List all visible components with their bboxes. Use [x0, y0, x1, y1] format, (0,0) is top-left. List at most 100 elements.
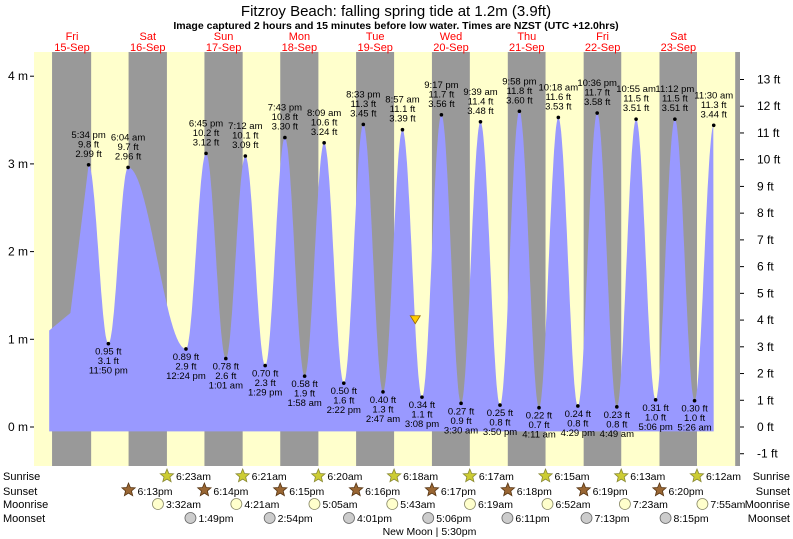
- low-tide-time: 4:49 am: [600, 429, 634, 440]
- high-tide-point: [204, 151, 208, 156]
- sunrise-time: 6:15am: [555, 471, 590, 483]
- high-tide-height: 3.30 ft: [272, 122, 299, 133]
- moonset-time: 2:54pm: [278, 513, 313, 525]
- date-label-5: 20-Sep: [433, 42, 468, 54]
- moonset-icon: [659, 512, 672, 524]
- high-tide-time: 7:43 pm: [268, 103, 302, 114]
- moonrise-icon: [696, 498, 709, 510]
- low-tide-time: 5:06 pm: [638, 422, 672, 433]
- high-tide-time: 11:30 am: [694, 90, 733, 101]
- high-tide-time: 9:58 pm: [502, 76, 536, 87]
- low-tide-time: 3:08 pm: [405, 419, 439, 430]
- low-tide-point: [341, 381, 346, 385]
- sunrise-icon: [386, 467, 402, 483]
- sunset-time: 6:15pm: [289, 486, 324, 498]
- high-tide-point: [86, 162, 91, 167]
- high-tide-time: 6:45 pm: [189, 118, 223, 129]
- y-tick-label-ft: 11 ft: [757, 126, 780, 140]
- high-tide-ft: 11.5 ft: [623, 94, 649, 105]
- moonrise-icon: [230, 498, 243, 510]
- high-tide-ft: 9.7 ft: [118, 142, 139, 153]
- day-label-2: Sun: [214, 31, 234, 43]
- row-label-sunset-left: Sunset: [3, 486, 37, 498]
- low-tide-point: [302, 374, 307, 378]
- y-tick-label-ft: 7 ft: [757, 233, 774, 247]
- low-tide-height: 0.70 ft: [252, 369, 279, 380]
- sunset-icon: [575, 481, 592, 497]
- night-band: [735, 52, 740, 466]
- low-tide-time: 1:58 am: [287, 398, 321, 409]
- date-label-8: 23-Sep: [661, 42, 696, 54]
- high-tide-ft: 11.1 ft: [390, 104, 416, 115]
- high-tide-height: 2.99 ft: [75, 149, 102, 160]
- low-tide-ft: 0.7 ft: [528, 420, 549, 431]
- y-tick-label-ft: 3 ft: [757, 340, 774, 354]
- low-tide-height: 0.58 ft: [291, 379, 318, 390]
- low-tide-point: [498, 403, 502, 407]
- sunset-time: 6:19pm: [593, 486, 628, 498]
- high-tide-point: [711, 123, 716, 128]
- low-tide-ft: 0.8 ft: [606, 419, 627, 430]
- day-label-6: Thu: [517, 31, 536, 43]
- y-tick-label-ft: 1 ft: [757, 393, 774, 407]
- high-tide-point: [283, 135, 287, 140]
- low-tide-ft: 2.6 ft: [215, 371, 236, 382]
- date-label-0: 15-Sep: [54, 42, 89, 54]
- day-label-0: Fri: [66, 31, 79, 43]
- low-tide-point: [263, 363, 267, 368]
- high-tide-time: 8:33 pm: [346, 89, 380, 100]
- y-tick-label-ft: 5 ft: [757, 286, 774, 300]
- high-tide-ft: 10.2 ft: [193, 128, 220, 139]
- low-tide-height: 0.89 ft: [173, 352, 200, 363]
- low-tide-ft: 2.9 ft: [175, 361, 196, 372]
- high-tide-time: 10:36 pm: [577, 78, 617, 89]
- low-tide-point: [184, 347, 188, 351]
- low-tide-height: 0.24 ft: [565, 409, 592, 420]
- high-tide-point: [595, 111, 599, 115]
- sunrise-icon: [159, 467, 175, 483]
- sunrise-icon: [537, 467, 554, 483]
- y-tick-label-ft: 2 ft: [757, 367, 774, 381]
- day-label-5: Wed: [440, 31, 462, 43]
- day-label-7: Fri: [596, 31, 609, 43]
- low-tide-point: [420, 395, 424, 399]
- low-tide-height: 0.50 ft: [331, 386, 358, 397]
- high-tide-time: 9:17 pm: [424, 80, 458, 91]
- high-tide-time: 8:57 am: [385, 95, 419, 106]
- high-tide-ft: 11.5 ft: [662, 94, 688, 105]
- low-tide-ft: 1.0 ft: [684, 413, 705, 424]
- moonset-time: 1:49pm: [198, 513, 233, 525]
- high-tide-point: [634, 117, 638, 121]
- high-tide-ft: 11.7 ft: [429, 89, 455, 100]
- high-tide-ft: 10.8 ft: [272, 112, 299, 123]
- low-tide-time: 3:50 pm: [483, 427, 517, 438]
- high-tide-ft: 11.7 ft: [584, 88, 610, 99]
- low-tide-time: 1:29 pm: [248, 388, 282, 399]
- sunset-icon: [500, 481, 516, 497]
- high-tide-time: 5:34 pm: [71, 130, 105, 141]
- y-tick-label-ft: 9 ft: [757, 179, 774, 193]
- low-tide-height: 0.23 ft: [604, 410, 631, 421]
- sunset-time: 6:13pm: [138, 486, 173, 498]
- moonrise-time: 7:55am: [710, 499, 745, 511]
- y-tick-label-ft: 10 ft: [757, 153, 781, 167]
- sunset-time: 6:18pm: [517, 486, 552, 498]
- high-tide-point: [673, 117, 677, 121]
- sunset-time: 6:17pm: [441, 486, 476, 498]
- y-tick-label-ft: 4 ft: [757, 313, 774, 327]
- y-tick-label-m: 3 m: [8, 157, 28, 171]
- moonset-time: 4:01pm: [357, 513, 392, 525]
- low-tide-height: 0.34 ft: [409, 400, 436, 411]
- high-tide-height: 3.48 ft: [467, 106, 494, 117]
- chart-subtitle: Image captured 2 hours and 15 minutes be…: [173, 20, 618, 32]
- high-tide-time: 8:09 am: [307, 108, 341, 119]
- moonset-icon: [184, 512, 197, 524]
- high-tide-height: 3.51 ft: [662, 103, 689, 114]
- moonrise-time: 7:23am: [633, 499, 668, 511]
- moonset-time: 6:11pm: [515, 513, 549, 525]
- date-label-1: 16-Sep: [130, 42, 165, 54]
- y-tick-label-m: 1 m: [8, 332, 28, 346]
- sunrise-icon: [689, 467, 705, 483]
- sunset-icon: [120, 481, 137, 497]
